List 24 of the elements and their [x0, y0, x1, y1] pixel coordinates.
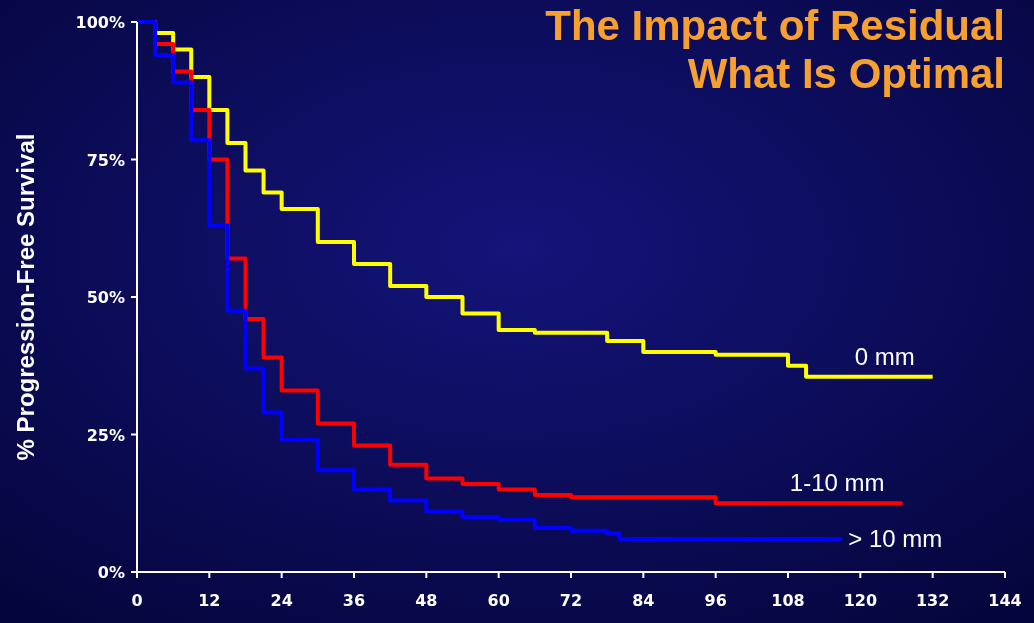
- x-tick-label: 12: [198, 591, 221, 610]
- y-axis-title: % Progression-Free Survival: [12, 133, 39, 461]
- x-tick-label: 96: [704, 591, 727, 610]
- series-label: 1-10 mm: [789, 469, 885, 497]
- y-tick-label: 25%: [86, 425, 125, 445]
- y-tick-label: 75%: [86, 150, 125, 170]
- x-tick-label: 36: [342, 591, 366, 610]
- x-tick-label: 48: [415, 591, 438, 610]
- series-label: > 10 mm: [848, 525, 943, 552]
- x-tick-label: 132: [915, 591, 950, 610]
- x-tick-label: 144: [988, 591, 1022, 610]
- text: What Is Optimal: [687, 50, 1005, 97]
- x-tick-label: 120: [843, 591, 878, 610]
- y-tick-label: 50%: [86, 288, 125, 307]
- y-tick-label: 0%: [97, 563, 125, 582]
- x-tick-label: 60: [487, 591, 510, 610]
- y-tick-label: 100%: [75, 13, 125, 32]
- x-tick-label: 72: [559, 591, 583, 610]
- chart-title: The Impact of Residual: [545, 2, 1005, 49]
- x-tick-label: 84: [632, 591, 655, 610]
- x-tick-label: 0: [131, 591, 143, 610]
- series-label: 0 mm: [854, 342, 915, 370]
- x-tick-label: 108: [771, 591, 805, 610]
- x-tick-label: 24: [270, 591, 293, 610]
